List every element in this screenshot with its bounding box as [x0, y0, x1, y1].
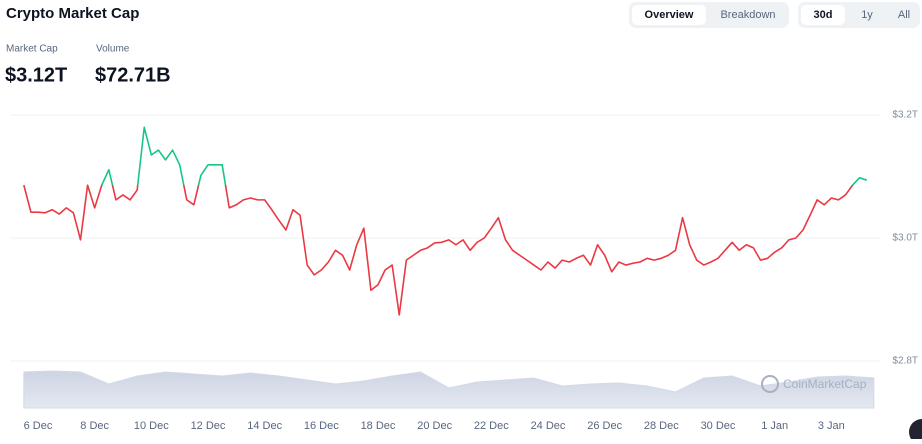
x-tick-label: 14 Dec: [247, 420, 282, 432]
x-tick-label: 16 Dec: [304, 420, 339, 432]
x-tick-label: 1 Jan: [761, 420, 788, 432]
x-tick-label: 20 Dec: [417, 420, 452, 432]
x-tick-label: 24 Dec: [531, 420, 566, 432]
volume-area: [23, 370, 875, 409]
range-active[interactable]: [801, 5, 845, 25]
watermark: CoinMarketCap: [783, 377, 867, 391]
y-tick-label: $3.0T: [892, 233, 918, 244]
x-tick-label: 30 Dec: [701, 420, 736, 432]
stat-label: Market Cap: [6, 44, 58, 55]
corner-button[interactable]: [909, 419, 922, 444]
stat-value: $72.71B: [95, 64, 171, 86]
y-tick-label: $2.8T: [892, 356, 918, 367]
tab-active[interactable]: [632, 5, 706, 25]
x-tick-label: 22 Dec: [474, 420, 509, 432]
x-tick-label: 26 Dec: [587, 420, 622, 432]
x-tick-label: 3 Jan: [818, 420, 845, 432]
range[interactable]: 1y: [861, 9, 873, 21]
range[interactable]: All: [898, 9, 910, 21]
x-tick-label: 28 Dec: [644, 420, 679, 432]
tab[interactable]: Breakdown: [720, 9, 775, 21]
x-tick-label: 10 Dec: [134, 420, 169, 432]
y-tick-label: $3.2T: [892, 110, 918, 121]
page-title: Crypto Market Cap: [6, 5, 139, 22]
range[interactable]: 30d: [814, 9, 833, 21]
x-tick-label: 6 Dec: [24, 420, 53, 432]
x-tick-label: 8 Dec: [80, 420, 109, 432]
watermark-logo: [761, 375, 779, 393]
price-line: [23, 126, 868, 316]
tab[interactable]: Overview: [645, 9, 694, 21]
stat-label: Volume: [96, 44, 130, 55]
stat-value: $3.12T: [5, 64, 67, 86]
x-tick-label: 18 Dec: [361, 420, 396, 432]
x-tick-label: 12 Dec: [191, 420, 226, 432]
